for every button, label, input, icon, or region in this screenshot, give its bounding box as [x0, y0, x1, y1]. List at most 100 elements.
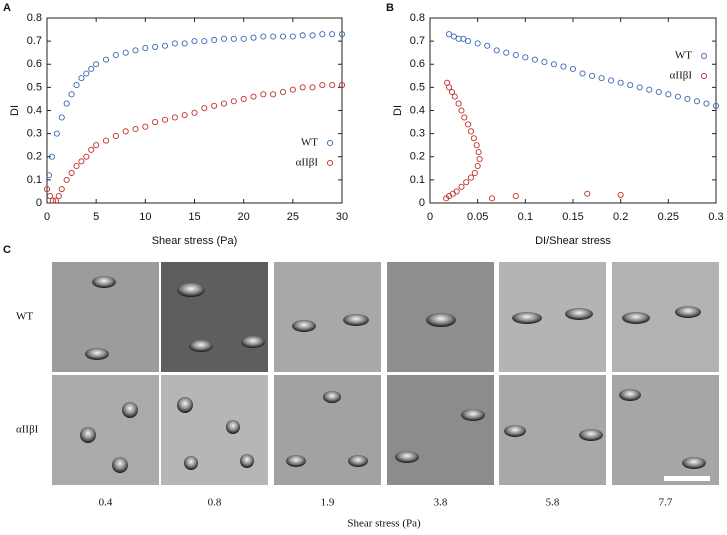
data-point — [488, 195, 496, 202]
x-tick-label: 0.15 — [562, 211, 583, 223]
data-point — [63, 100, 70, 107]
y-tick-label: 0 — [36, 197, 42, 209]
data-point — [471, 169, 478, 176]
data-point — [88, 65, 95, 72]
column-label: 5.8 — [546, 497, 560, 509]
data-point — [48, 153, 55, 160]
x-tick-label: 0.3 — [708, 211, 723, 223]
cell — [286, 455, 306, 467]
data-point — [449, 190, 456, 197]
legend-marker — [326, 139, 334, 147]
column-label: 0.4 — [99, 497, 113, 509]
data-point — [319, 82, 326, 89]
data-point — [211, 36, 218, 44]
data-point — [443, 195, 450, 202]
data-point — [152, 119, 159, 126]
cell — [565, 308, 593, 320]
data-point — [52, 197, 59, 204]
data-point — [279, 88, 287, 96]
cell — [177, 397, 193, 413]
data-point — [319, 31, 326, 38]
legend-marker — [700, 72, 708, 80]
data-point — [446, 84, 453, 91]
cell — [85, 348, 109, 360]
data-point — [83, 153, 90, 160]
data-point — [665, 91, 672, 98]
data-point — [467, 174, 475, 181]
x-tick-label: 30 — [336, 211, 348, 223]
data-point — [142, 123, 149, 130]
column-label: 0.8 — [208, 497, 222, 509]
cell — [622, 312, 650, 324]
data-point — [102, 56, 110, 63]
x-axis-label: Shear stress (Pa) — [152, 235, 238, 247]
data-point — [201, 105, 208, 112]
data-point — [712, 102, 720, 109]
cell — [426, 313, 456, 327]
x-axis-label: Shear stress (Pa) — [347, 518, 421, 530]
y-tick-label: 0.8 — [27, 12, 42, 24]
data-point — [329, 82, 336, 89]
cell — [675, 306, 701, 318]
data-point — [63, 176, 70, 183]
legend-label: αIIβI — [296, 157, 319, 169]
data-point — [250, 34, 257, 41]
cell — [579, 429, 603, 441]
cell — [343, 314, 369, 326]
data-point — [627, 82, 634, 89]
panel-label: A — [3, 2, 11, 14]
data-point — [55, 193, 62, 200]
data-point — [458, 107, 465, 114]
data-point — [289, 33, 296, 40]
data-point — [68, 91, 75, 98]
x-tick-label: 20 — [238, 211, 250, 223]
data-point — [152, 43, 159, 50]
cell — [619, 389, 641, 401]
data-point — [560, 63, 567, 70]
data-point — [474, 40, 481, 47]
data-point — [132, 125, 139, 133]
data-point — [260, 91, 267, 98]
column-label: 1.9 — [321, 497, 335, 509]
data-point — [122, 49, 129, 56]
data-point — [112, 132, 119, 139]
data-point — [338, 82, 346, 89]
y-tick-label: 0.3 — [27, 128, 42, 140]
cell — [189, 340, 213, 352]
data-point — [455, 100, 462, 107]
data-point — [458, 183, 465, 190]
data-point — [465, 121, 472, 128]
data-point — [460, 35, 467, 42]
column-label: 7.7 — [659, 497, 673, 509]
data-point — [493, 47, 500, 54]
data-point — [270, 33, 277, 40]
data-point — [550, 61, 557, 68]
data-point — [230, 35, 237, 42]
x-tick-label: 0.25 — [658, 211, 679, 223]
data-point — [453, 188, 460, 195]
data-point — [655, 88, 662, 96]
y-tick-label: 0.6 — [410, 58, 425, 70]
data-point — [181, 40, 188, 47]
cell — [241, 336, 265, 348]
y-tick-label: 0.2 — [410, 151, 425, 163]
legend-marker — [326, 159, 334, 167]
data-point — [112, 51, 119, 59]
data-point — [636, 84, 643, 91]
panel-label: C — [3, 244, 11, 256]
cell — [512, 312, 542, 324]
cell — [240, 454, 254, 468]
data-point — [289, 86, 296, 93]
cell — [682, 457, 706, 469]
data-point — [465, 38, 472, 45]
row-label: αIIβI — [16, 424, 39, 436]
y-tick-label: 0.3 — [410, 128, 425, 140]
y-tick-label: 0.6 — [27, 58, 42, 70]
y-axis-label: DI — [9, 105, 21, 116]
data-point — [598, 75, 605, 82]
data-point — [484, 42, 491, 49]
data-point — [230, 98, 237, 105]
cell — [112, 457, 128, 473]
